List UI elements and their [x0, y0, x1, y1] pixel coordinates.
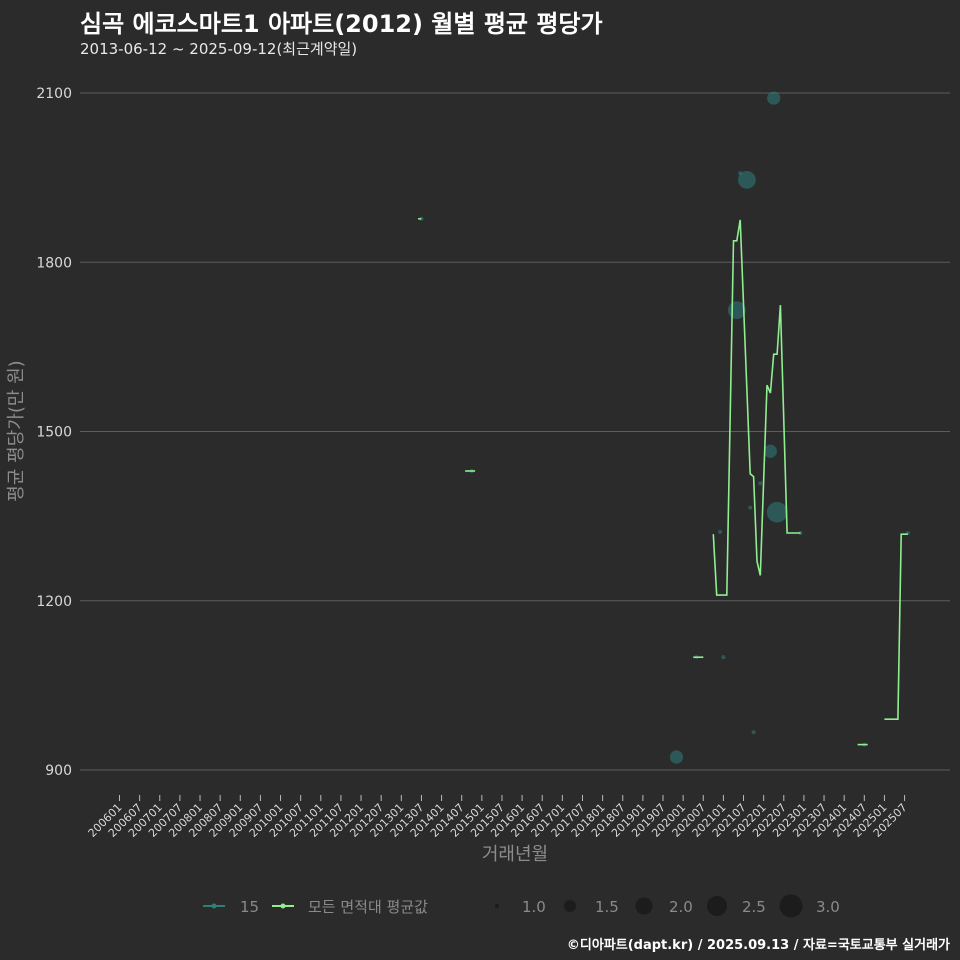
legend-size-label: 1.0 [522, 898, 546, 916]
y-tick-label: 2100 [36, 86, 72, 102]
legend-size-label: 2.0 [669, 898, 693, 916]
chart-subtitle: 2013-06-12 ~ 2025-09-12(최근계약일) [80, 40, 358, 58]
legend-dot-15 [211, 903, 217, 909]
y-axis-title: 평균 평당가(만 원) [6, 360, 27, 501]
legend-label-avg: 모든 면적대 평균값 [308, 898, 428, 916]
data-point-15 [763, 444, 777, 458]
data-point-15 [419, 216, 424, 221]
legend-size-label: 3.0 [816, 898, 840, 916]
legend-size-circle [779, 894, 803, 918]
legend-size-label: 2.5 [742, 898, 766, 916]
legend-size-circle [495, 904, 499, 908]
data-point-15 [718, 529, 723, 534]
data-point-15 [669, 750, 684, 764]
legend-size-label: 1.5 [595, 898, 619, 916]
avg-line-segment [712, 219, 801, 596]
data-point-15 [766, 501, 788, 523]
x-axis-title: 거래년월 [482, 844, 548, 865]
data-point-15 [721, 655, 726, 660]
y-tick-label: 900 [45, 763, 72, 779]
data-point-15 [751, 730, 756, 735]
data-point-15 [758, 481, 763, 486]
legend-size-circle [564, 900, 576, 912]
data-point-15 [737, 170, 756, 189]
data-point-15 [767, 91, 781, 105]
y-tick-label: 1500 [36, 425, 72, 441]
legend-label-15: 15 [240, 898, 259, 916]
y-tick-label: 1800 [36, 255, 72, 271]
chart-title: 심곡 에코스마트1 아파트(2012) 월별 평균 평당가 [80, 10, 603, 38]
legend-size-circle [635, 897, 653, 915]
legend-dot-avg [280, 903, 286, 909]
credit-text: ©디아파트(dapt.kr) / 2025.09.13 / 자료=국토교통부 실… [566, 938, 950, 953]
data-point-15 [748, 505, 753, 510]
avg-line-segment [884, 533, 908, 720]
y-tick-label: 1200 [36, 594, 72, 610]
legend-size-circle [707, 896, 727, 916]
